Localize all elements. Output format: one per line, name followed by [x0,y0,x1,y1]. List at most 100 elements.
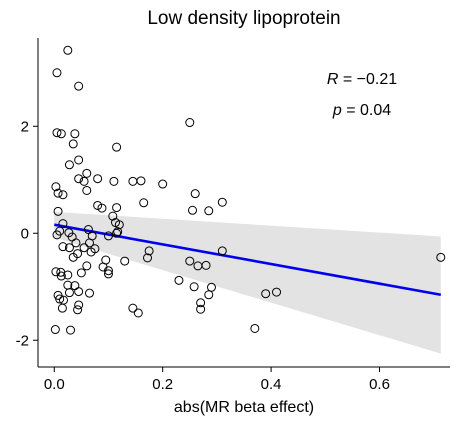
data-point [68,139,78,149]
data-point [436,252,446,262]
data-point [250,323,260,333]
data-point [93,174,103,184]
data-point [74,287,84,297]
data-point [196,298,206,308]
data-point [114,220,124,230]
data-point [217,197,227,207]
data-point [109,176,119,186]
data-point [103,269,113,279]
data-point [74,300,84,310]
data-point [52,68,62,78]
data-point [189,282,199,292]
data-point [50,325,60,335]
r-annotation-value: = −0.21 [338,71,397,88]
x-axis-title: abs(MR beta effect) [174,399,314,416]
data-point [68,252,78,262]
data-point [113,227,123,237]
data-point [120,256,130,266]
data-point [70,129,80,139]
data-point [103,266,113,276]
data-point [79,176,89,186]
data-point [204,206,214,216]
data-point [136,176,146,186]
x-tick-label: 0.0 [44,376,65,393]
p-annotation: p = 0.04 [332,102,391,119]
data-point [83,225,93,235]
data-point [85,288,94,298]
data-point [63,45,73,55]
data-point [143,253,153,263]
data-point [217,246,227,256]
data-point [190,189,200,199]
data-point [112,228,122,238]
chart-title: Low density lipoprotein [147,8,340,29]
data-point [57,303,67,313]
data-point [53,206,63,216]
data-point [82,261,92,271]
y-tick-label: 2 [21,118,29,135]
y-tick-label: 0 [21,225,29,242]
data-point [71,238,81,248]
data-point [74,81,84,91]
data-point [64,288,74,298]
data-point [63,270,73,280]
data-point [74,174,84,184]
data-point [144,246,154,256]
data-point [108,211,118,221]
data-point [79,243,89,253]
data-point [74,155,84,165]
data-point [185,118,195,128]
data-point [66,325,76,335]
data-point [185,256,195,266]
data-point [174,275,184,285]
data-point [51,267,61,277]
data-point [52,128,62,138]
y-tick-label: -2 [16,332,29,349]
data-point [51,182,61,192]
data-point [82,185,92,195]
data-point [188,205,197,215]
data-point [52,230,62,240]
data-point [53,188,63,198]
data-point [76,268,86,278]
r-annotation: R = −0.21 [327,71,397,88]
data-point [56,271,66,281]
data-point [58,219,68,229]
x-ticks: 0.0 0.2 0.4 0.6 [44,367,390,393]
data-point [64,160,74,170]
data-point [158,179,168,189]
data-point [112,142,122,152]
r-annotation-symbol: R [327,71,339,88]
data-point [97,203,107,213]
x-tick-label: 0.2 [152,376,173,393]
data-point [261,289,271,299]
data-point [58,242,68,252]
data-point [128,176,138,186]
data-point [82,168,92,178]
data-point [196,304,206,314]
data-point [103,231,113,241]
data-point [204,290,214,300]
data-point [133,308,143,318]
data-points-layer [50,45,446,335]
data-point [55,294,65,304]
data-point [112,203,122,213]
data-point [86,247,96,257]
p-annotation-symbol: p [332,102,342,119]
data-point [139,198,149,208]
data-point [272,287,282,297]
data-point [93,200,103,210]
data-point [128,303,138,313]
data-point [73,305,83,315]
data-point [56,129,66,139]
data-point [58,190,68,200]
p-annotation-value: = 0.04 [342,102,391,119]
data-point [98,262,108,272]
data-point [64,243,74,253]
data-point [201,260,211,270]
y-ticks: -2 0 2 [16,118,38,349]
data-point [85,238,94,248]
x-tick-label: 0.6 [369,376,390,393]
x-tick-label: 0.4 [261,376,282,393]
